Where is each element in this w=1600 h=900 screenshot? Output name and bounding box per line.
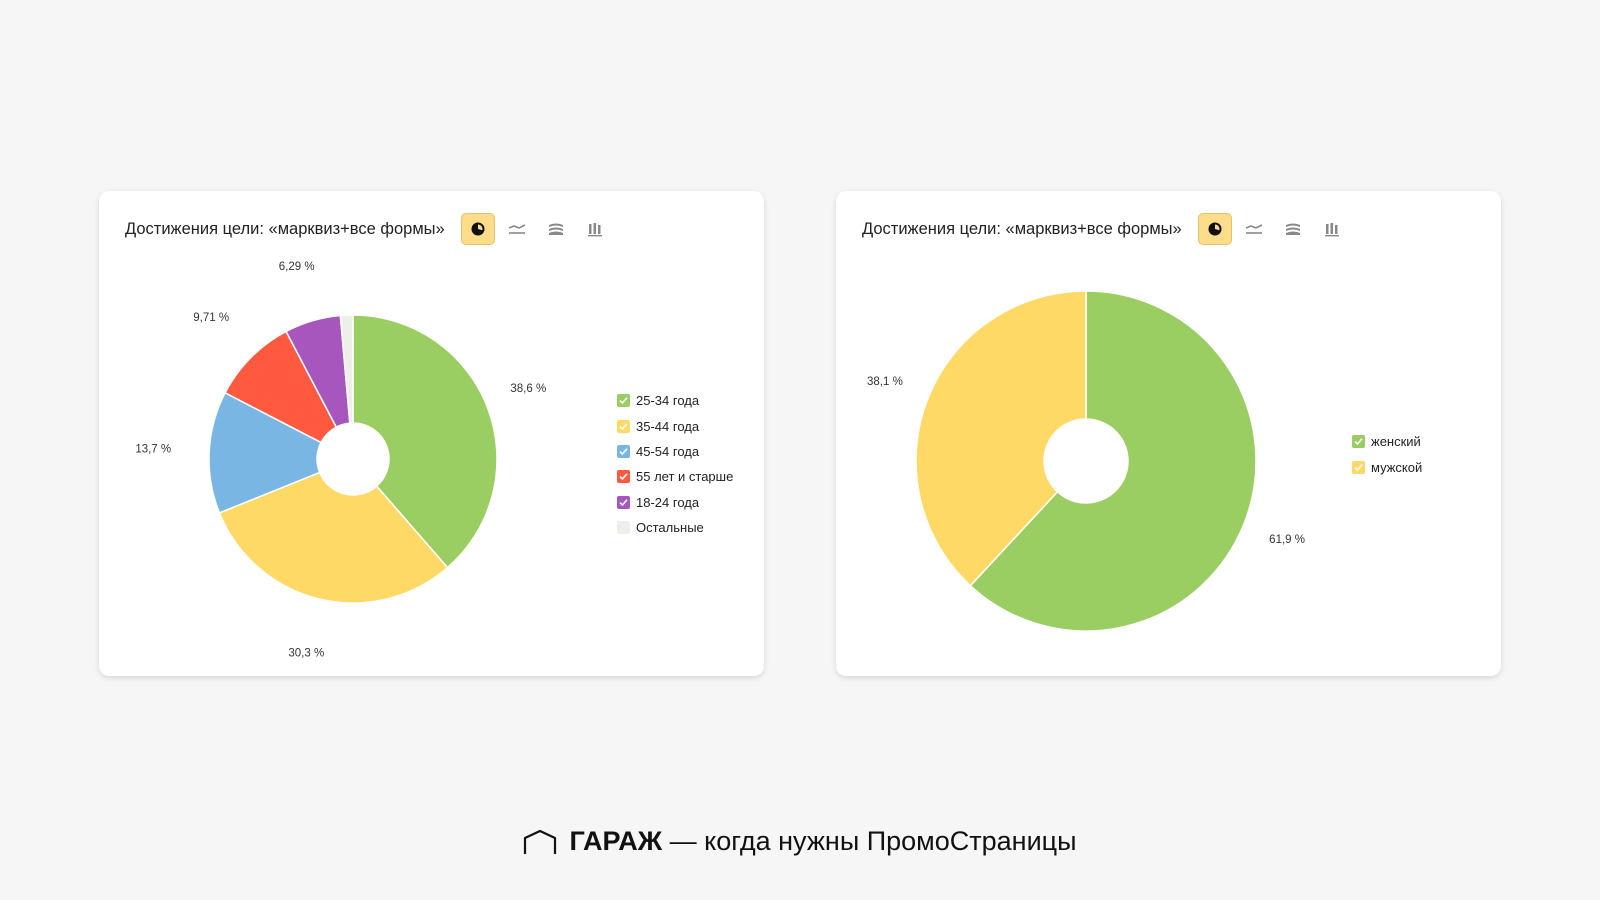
data-label-1: 61,9 % (1269, 534, 1305, 546)
checkbox-icon[interactable] (617, 470, 630, 484)
bar-chart-button[interactable] (1315, 213, 1349, 245)
chart-card-age: Достижения цели: «марквиз+все формы» 38,… (99, 191, 764, 676)
legend-label: Остальные (636, 520, 704, 536)
legend-item[interactable]: мужской (1352, 454, 1422, 479)
checkbox-icon[interactable] (1352, 460, 1365, 474)
bar-chart-icon (1324, 222, 1339, 236)
data-label-3: 13,7 % (135, 444, 171, 456)
pie-slice-3[interactable] (208, 391, 323, 514)
bar-chart-icon (587, 222, 602, 236)
footer-brand: ГАРАЖ (569, 826, 663, 856)
line-chart-icon (508, 224, 526, 234)
footer-tagline: — когда нужны ПромоСтраницы (662, 826, 1077, 856)
pie-slice-2[interactable] (915, 290, 1087, 587)
checkbox-icon[interactable] (617, 444, 630, 458)
card-header: Достижения цели: «марквиз+все формы» (125, 212, 617, 246)
data-label-4: 9,71 % (193, 312, 229, 324)
line-chart-icon (1245, 224, 1263, 234)
data-label-2: 30,3 % (288, 648, 324, 660)
line-chart-button[interactable] (1237, 213, 1271, 245)
pie-chart-icon (471, 222, 485, 236)
checkbox-icon[interactable] (617, 394, 630, 408)
garage-logo-icon (524, 829, 557, 854)
pie-chart-gender: 61,9 % 38,1 % (867, 290, 1305, 632)
legend-item[interactable]: 18-24 года (617, 490, 733, 515)
card-header: Достижения цели: «марквиз+все формы» (862, 212, 1354, 246)
area-chart-button[interactable] (1276, 213, 1310, 245)
legend-age: 25-34 года 35-44 года 45-54 года 55 лет и с… (617, 388, 733, 540)
pie-slice-6[interactable] (339, 314, 354, 424)
checkbox-icon[interactable] (617, 521, 630, 535)
legend-item[interactable]: 45-54 года (617, 439, 733, 464)
area-chart-button[interactable] (539, 213, 573, 245)
legend-item[interactable]: 25-34 года (617, 388, 733, 413)
footer: ГАРАЖ — когда нужны ПромоСтраницы (0, 826, 1600, 857)
legend-label: 45-54 года (636, 443, 700, 459)
pie-slice-1[interactable] (352, 314, 498, 569)
legend-item[interactable]: 55 лет и старше (617, 464, 733, 489)
data-label-2: 38,1 % (867, 376, 903, 388)
chart-type-toolbar (1197, 213, 1354, 245)
data-label-5: 6,29 % (279, 261, 315, 273)
chart-title: Достижения цели: «марквиз+все формы» (125, 219, 445, 238)
checkbox-icon[interactable] (1352, 435, 1365, 449)
pie-slice-1[interactable] (969, 290, 1257, 632)
data-label-1: 38,6 % (510, 383, 546, 395)
legend-label: мужской (1371, 459, 1423, 475)
legend-item[interactable]: 35-44 года (617, 413, 733, 438)
checkbox-icon[interactable] (617, 419, 630, 433)
line-chart-button[interactable] (500, 213, 534, 245)
pie-chart-button[interactable] (1197, 213, 1232, 245)
area-chart-icon (1285, 223, 1300, 235)
pie-chart-button[interactable] (460, 213, 495, 245)
legend-item[interactable]: Остальные (617, 515, 733, 540)
legend-label: 35-44 года (636, 418, 700, 434)
chart-type-toolbar (460, 213, 617, 245)
chart-card-gender: Достижения цели: «марквиз+все формы» 61,… (836, 191, 1501, 676)
legend-label: 55 лет и старше (636, 469, 734, 485)
checkbox-icon[interactable] (617, 495, 630, 509)
legend-label: женский (1371, 434, 1421, 450)
bar-chart-button[interactable] (578, 213, 612, 245)
pie-slice-2[interactable] (218, 471, 449, 604)
legend-label: 25-34 года (636, 393, 700, 409)
chart-title: Достижения цели: «марквиз+все формы» (862, 219, 1182, 238)
area-chart-icon (548, 223, 563, 235)
legend-gender: женский мужской (1352, 429, 1422, 480)
legend-label: 18-24 года (636, 494, 700, 510)
pie-chart-age: 38,6 % 30,3 % 13,7 % 9,71 % 6,29 % (135, 261, 546, 660)
pie-chart-icon (1208, 222, 1222, 236)
legend-item[interactable]: женский (1352, 429, 1422, 454)
